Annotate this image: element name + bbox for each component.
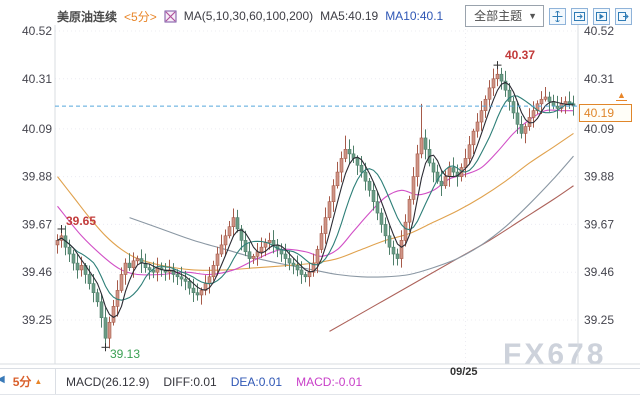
period-tag: <5分> — [124, 9, 157, 24]
svg-text:39.25: 39.25 — [22, 313, 52, 327]
indicator-footer: 5分 ▲ MACD(26.12.9) DIFF:0.01 DEA:0.01 MA… — [0, 368, 640, 395]
pane-layout-icon[interactable] — [571, 7, 588, 25]
svg-text:39.67: 39.67 — [584, 217, 614, 231]
period-label: 5分 — [12, 375, 32, 389]
macd-params-label: MACD(26.12.9) — [66, 374, 150, 389]
left-open-price-label: 39.65 — [66, 214, 97, 228]
ma10-value-label: MA10:40.1 — [385, 9, 444, 23]
collapse-panel-icon[interactable]: ◀ — [0, 374, 5, 385]
triangle-up-icon: ▲ — [34, 377, 43, 386]
ma5-value-label: MA5:40.19 — [320, 9, 379, 23]
header-toolbar: 全部主题 ▼ — [465, 5, 632, 27]
pane-export-icon[interactable] — [615, 7, 632, 25]
ma-lines-layer — [57, 109, 574, 332]
svg-text:39.46: 39.46 — [584, 265, 614, 279]
grid-layer — [0, 25, 640, 365]
svg-text:40.09: 40.09 — [584, 122, 614, 136]
point-markers-layer — [57, 61, 502, 352]
y-axis-labels: 40.52 40.52 40.31 40.31 40.09 40.09 39.88 39.88… — [22, 24, 614, 327]
svg-text:40.31: 40.31 — [22, 72, 52, 86]
low-price-label: 39.13 — [110, 347, 141, 361]
ma-line-ma10 — [57, 95, 574, 301]
crosshair-icon[interactable] — [549, 7, 566, 25]
pane-play-icon[interactable] — [593, 7, 610, 25]
x-axis-date-label: 09/25 — [450, 366, 478, 378]
ma-line-ma100 — [129, 155, 574, 278]
theme-dropdown-label: 全部主题 — [474, 9, 523, 23]
svg-text:40.31: 40.31 — [584, 72, 614, 86]
macd-value-label: MACD:-0.01 — [296, 374, 363, 389]
macd-diff-label: DIFF:0.01 — [163, 374, 217, 389]
chevron-down-icon: ▼ — [528, 10, 537, 21]
svg-text:40.52: 40.52 — [584, 24, 614, 38]
ma-line-ma200 — [329, 185, 574, 332]
price-alert-icon[interactable]: ▲ — [616, 90, 627, 101]
svg-text:39.88: 39.88 — [584, 170, 614, 184]
ma-line-ma60 — [57, 132, 574, 271]
svg-text:40.52: 40.52 — [22, 24, 52, 38]
fx678-watermark: FX678 — [503, 338, 607, 371]
theme-dropdown[interactable]: 全部主题 ▼ — [465, 5, 544, 27]
high-price-label: 40.37 — [505, 48, 536, 62]
ma-indicator-label: MA(5,10,30,60,100,200) — [183, 9, 314, 23]
svg-text:39.25: 39.25 — [584, 313, 614, 327]
last-price-box: 40.19 — [579, 104, 632, 122]
svg-text:40.09: 40.09 — [22, 122, 52, 136]
svg-text:39.88: 39.88 — [22, 170, 52, 184]
svg-text:39.46: 39.46 — [22, 265, 52, 279]
chart-header: 美原油连续 <5分> MA(5,10,30,60,100,200) MA5:40… — [57, 5, 632, 27]
symbol-title: 美原油连续 — [57, 9, 118, 24]
macd-dea-label: DEA:0.01 — [230, 374, 283, 389]
period-selector[interactable]: 5分 ▲ — [0, 369, 56, 394]
ma-line-ma30 — [57, 109, 574, 276]
svg-text:39.67: 39.67 — [22, 217, 52, 231]
ma-line-ma5 — [57, 81, 574, 318]
candles-layer — [55, 65, 576, 349]
indicator-settings-icon[interactable] — [164, 10, 177, 23]
macd-status-row: MACD(26.12.9) DIFF:0.01 DEA:0.01 MACD:-0… — [56, 375, 362, 389]
